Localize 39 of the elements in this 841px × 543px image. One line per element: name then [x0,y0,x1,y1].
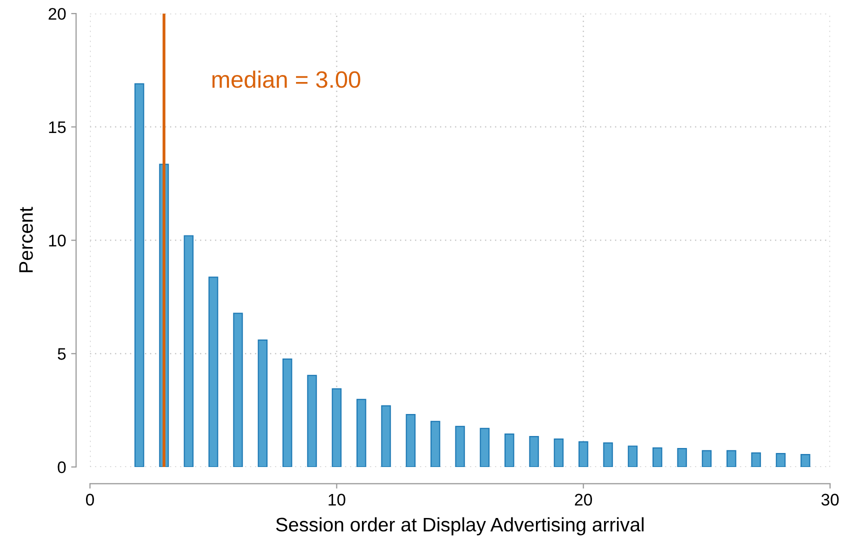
bar [356,398,366,467]
x-axis-title: Session order at Display Advertising arrival [276,517,644,536]
bar [282,358,292,467]
x-tick-label: 10 [328,494,346,506]
bar [184,235,194,467]
bar [455,426,465,467]
y-tick-label: 10 [49,234,66,246]
bar [776,453,786,467]
y-tick-label: 20 [48,8,66,20]
bar [578,441,588,467]
bar [800,454,810,467]
x-tick-label: 0 [86,494,94,506]
y-tick-label: 0 [58,461,66,474]
bar [628,446,638,467]
bar [430,420,440,467]
bar [554,438,564,467]
bar [258,339,268,467]
bar [332,388,342,467]
bar [307,374,317,467]
bar [208,276,218,467]
bar [677,448,687,467]
y-axis-title: Percent [19,206,33,272]
bar [652,447,662,467]
x-tick-label: 20 [574,494,592,506]
bar [603,442,613,467]
bar [381,405,391,467]
bar [726,450,736,467]
ref-line-label: median = 3.00 [212,70,360,88]
y-tick-label: 5 [58,348,66,360]
bar [529,436,539,467]
bar [406,414,416,467]
x-tick-label: 30 [821,494,839,506]
y-tick-label: 15 [49,122,66,134]
bar [751,452,761,467]
bar [702,450,712,467]
bar [480,428,490,467]
bar [233,312,243,467]
bar [504,434,514,467]
bar [134,83,144,467]
